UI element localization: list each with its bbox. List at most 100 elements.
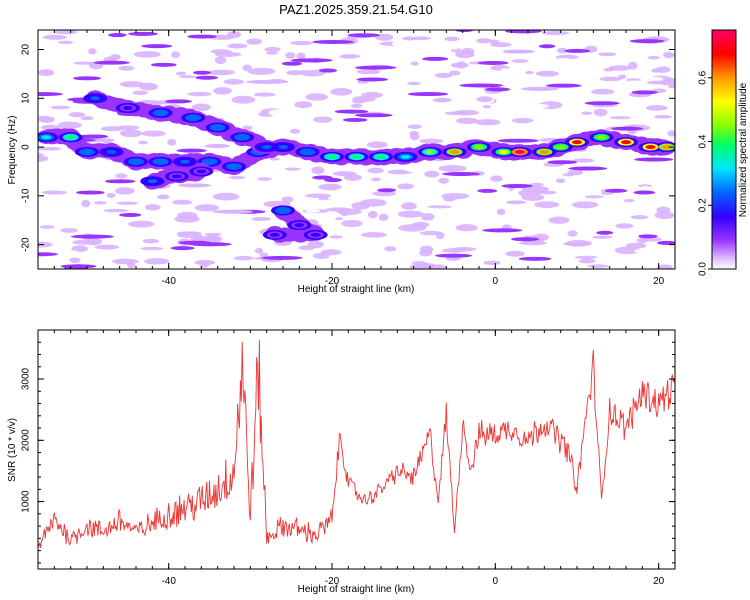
noise-blob bbox=[407, 124, 422, 129]
noise-blob bbox=[490, 175, 503, 182]
noise-streak bbox=[312, 175, 333, 180]
noise-streak bbox=[518, 256, 552, 261]
noise-streak bbox=[568, 166, 608, 171]
noise-blob bbox=[253, 92, 276, 97]
noise-blob bbox=[567, 230, 578, 237]
noise-blob bbox=[53, 57, 72, 63]
noise-streak bbox=[176, 148, 207, 153]
noise-blob bbox=[556, 247, 584, 252]
noise-blob bbox=[281, 196, 294, 203]
noise-streak bbox=[312, 39, 354, 44]
noise-blob bbox=[431, 256, 441, 262]
branch-peak bbox=[212, 125, 223, 130]
branch-peak bbox=[269, 232, 280, 237]
noise-blob bbox=[210, 49, 232, 54]
noise-blob bbox=[587, 264, 609, 268]
noise-streak bbox=[128, 31, 158, 36]
snr-ytick-label: 2000 bbox=[21, 429, 32, 452]
noise-blob bbox=[42, 190, 68, 195]
noise-blob bbox=[38, 69, 55, 77]
ridge-peak bbox=[645, 145, 656, 150]
noise-blob bbox=[412, 36, 431, 41]
noise-blob bbox=[246, 38, 263, 45]
noise-blob bbox=[68, 112, 86, 118]
noise-streak bbox=[422, 56, 449, 61]
colorbar-tick-label: 0.4 bbox=[698, 134, 709, 148]
noise-blob bbox=[521, 193, 545, 201]
noise-streak bbox=[633, 190, 656, 195]
ridge-peak bbox=[661, 145, 672, 150]
noise-blob bbox=[603, 67, 616, 72]
noise-blob bbox=[482, 104, 492, 109]
ridge-peak bbox=[327, 154, 337, 159]
branch-peak bbox=[122, 106, 133, 111]
noise-blob bbox=[433, 264, 447, 269]
noise-blob bbox=[194, 259, 216, 266]
noise-blob bbox=[571, 201, 599, 209]
noise-streak bbox=[150, 62, 177, 67]
ridge-peak bbox=[65, 135, 76, 140]
noise-blob bbox=[646, 80, 672, 85]
snr-xlabel: Height of straight line (km) bbox=[298, 584, 415, 595]
noise-blob bbox=[554, 57, 574, 64]
noise-blob bbox=[171, 51, 180, 59]
noise-blob bbox=[106, 220, 120, 227]
noise-blob bbox=[500, 68, 511, 75]
noise-streak bbox=[193, 70, 212, 75]
noise-blob bbox=[653, 114, 672, 119]
noise-streak bbox=[611, 126, 644, 131]
spectrogram-ylabel: Frequency (Hz) bbox=[7, 116, 18, 185]
spectrogram-xtick-label: -20 bbox=[325, 276, 340, 287]
noise-blob bbox=[427, 205, 453, 209]
noise-blob bbox=[115, 173, 128, 179]
noise-blob bbox=[409, 132, 420, 141]
noise-blob bbox=[320, 249, 342, 256]
noise-blob bbox=[535, 70, 559, 77]
noise-blob bbox=[50, 105, 70, 110]
noise-blob bbox=[476, 38, 493, 44]
noise-streak bbox=[141, 44, 173, 49]
noise-blob bbox=[440, 43, 462, 50]
noise-blob bbox=[39, 225, 55, 229]
noise-blob bbox=[378, 213, 389, 221]
ridge-peak bbox=[621, 140, 631, 145]
branch-peak bbox=[90, 96, 101, 101]
noise-streak bbox=[73, 76, 102, 81]
ridge-peak bbox=[278, 145, 288, 150]
noise-blob bbox=[647, 55, 661, 60]
noise-blob bbox=[225, 222, 244, 227]
noise-blob bbox=[223, 78, 244, 85]
noise-blob bbox=[562, 173, 575, 177]
colorbar-tick-label: 0.2 bbox=[698, 198, 709, 212]
snr-panel: -40 -20 0 20 1000 2000 3000 Height of straight… bbox=[7, 329, 676, 595]
noise-streak bbox=[631, 90, 658, 95]
noise-blob bbox=[623, 199, 635, 203]
noise-streak bbox=[501, 183, 533, 188]
spectrogram-xtick-label: 20 bbox=[653, 276, 665, 287]
noise-blob bbox=[614, 191, 641, 197]
noise-blob bbox=[96, 138, 115, 142]
snr-ytick-label: 1000 bbox=[21, 490, 32, 513]
noise-streak bbox=[538, 44, 556, 49]
noise-blob bbox=[187, 91, 212, 97]
noise-blob bbox=[449, 70, 461, 76]
noise-blob bbox=[112, 258, 139, 265]
branch-peak bbox=[278, 208, 288, 213]
noise-blob bbox=[352, 96, 376, 103]
noise-blob bbox=[645, 105, 668, 111]
noise-blob bbox=[593, 201, 611, 207]
noise-streak bbox=[435, 253, 473, 258]
ridge-peak bbox=[514, 149, 525, 154]
noise-blob bbox=[581, 111, 593, 115]
snr-frame bbox=[37, 329, 676, 570]
spectrogram-ytick-label: -20 bbox=[21, 237, 32, 252]
noise-blob bbox=[367, 167, 384, 174]
noise-blob bbox=[128, 220, 155, 228]
branch-peak bbox=[196, 169, 207, 174]
noise-streak bbox=[104, 179, 136, 184]
noise-blob bbox=[94, 244, 120, 250]
colorbar-tick-label: 0.6 bbox=[698, 70, 709, 84]
noise-blob bbox=[296, 52, 306, 60]
noise-blob bbox=[574, 255, 598, 259]
ridge-peak bbox=[474, 145, 484, 150]
